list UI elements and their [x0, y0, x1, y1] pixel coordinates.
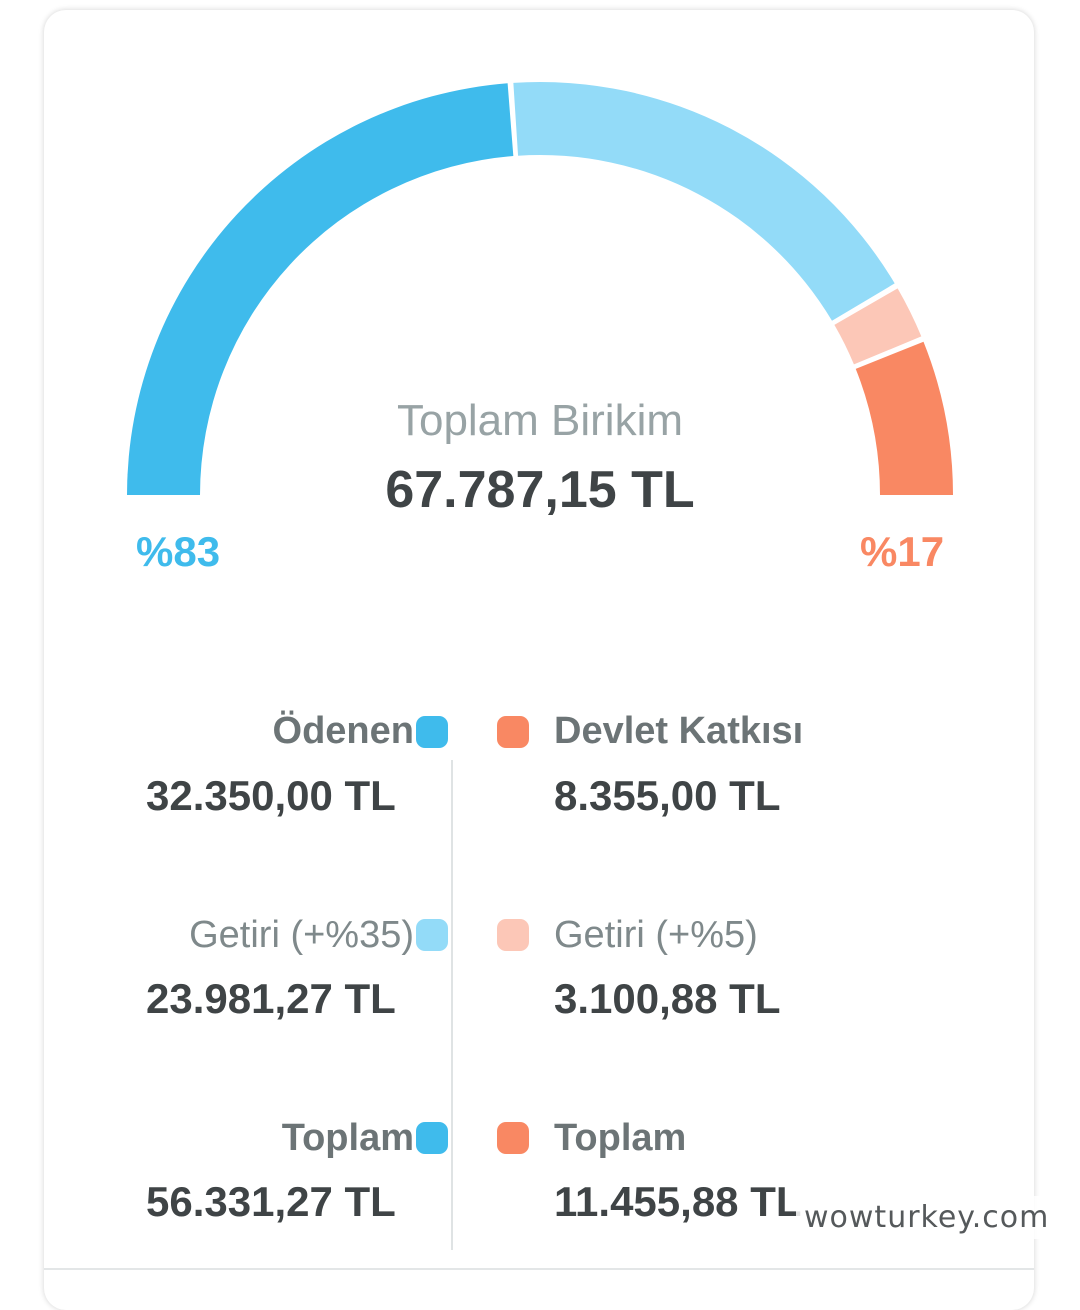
gauge-segment-4 [855, 341, 953, 495]
state-return-label: Getiri (+%5) [554, 914, 758, 956]
state-percent: %17 [860, 528, 945, 575]
savings-gauge [127, 82, 953, 495]
state-total-color-swatch [497, 1122, 529, 1154]
gauge-segment-1 [127, 83, 514, 495]
paid-return-value: 23.981,27 TL [146, 975, 396, 1022]
card-bottom-border [44, 1268, 1034, 1270]
paid-return-label: Getiri (+%35) [189, 914, 414, 956]
total-savings-label: Toplam Birikim [396, 396, 684, 445]
paid-total-value: 56.331,27 TL [146, 1178, 396, 1225]
state-total-value: 11.455,88 TL [554, 1178, 802, 1225]
state-total-label: Toplam [554, 1117, 687, 1159]
paid-total-label: Toplam [281, 1117, 414, 1159]
state-return-color-swatch [497, 919, 529, 951]
paid-color-swatch [416, 716, 448, 748]
savings-card [44, 10, 1034, 1310]
state-contribution-label: Devlet Katkısı [554, 710, 804, 752]
total-savings-value: 67.787,15 TL [385, 461, 695, 519]
column-divider [451, 760, 453, 1250]
state-contribution-value: 8.355,00 TL [554, 772, 781, 819]
paid-value: 32.350,00 TL [146, 772, 396, 819]
paid-percent: %83 [136, 528, 221, 575]
paid-total-color-swatch [416, 1122, 448, 1154]
state-return-value: 3.100,88 TL [554, 975, 781, 1022]
gauge-segment-2 [513, 82, 895, 321]
paid-label: Ödenen [272, 710, 414, 752]
state-color-swatch [497, 716, 529, 748]
watermark: wowturkey.com [796, 1196, 1058, 1239]
paid-return-color-swatch [416, 919, 448, 951]
gauge-segment-3 [834, 288, 922, 365]
